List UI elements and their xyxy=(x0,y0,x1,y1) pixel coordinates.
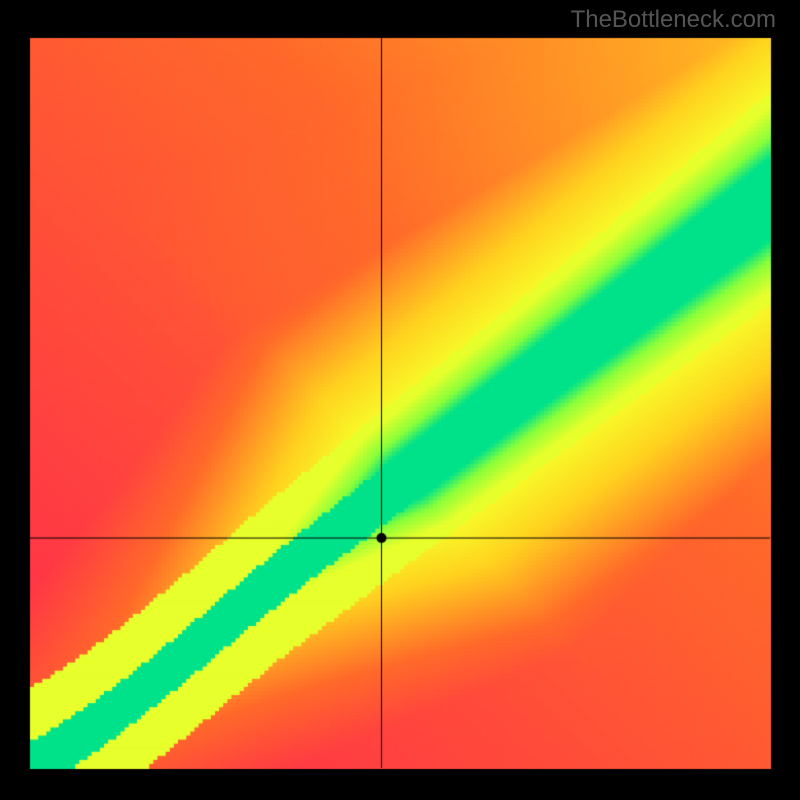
chart-container: TheBottleneck.com xyxy=(0,0,800,800)
watermark-label: TheBottleneck.com xyxy=(571,6,776,34)
bottleneck-heatmap xyxy=(0,0,800,800)
